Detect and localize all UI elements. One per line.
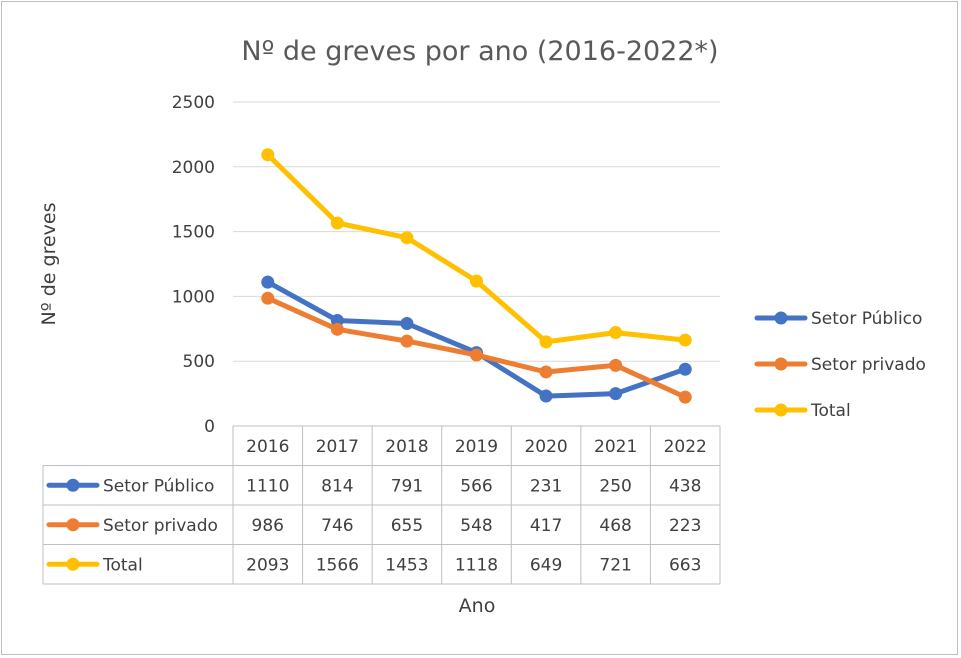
table-key-marker-1: [66, 518, 80, 532]
x-tick-label-2021: 2021: [594, 437, 637, 457]
table-value-2-6: 663: [669, 555, 701, 575]
x-tick-label-2020: 2020: [524, 437, 567, 457]
table-value-0-4: 231: [530, 476, 562, 496]
point-2-0: [261, 148, 275, 162]
x-axis-title: Ano: [459, 595, 496, 617]
legend-label-2: Total: [810, 401, 851, 421]
table-key-marker-0: [66, 478, 80, 492]
y-tick-label-4: 2000: [172, 158, 215, 178]
point-0-6: [678, 362, 692, 376]
legend: Setor Público Setor privado Total: [754, 309, 926, 421]
legend-label-0: Setor Público: [811, 309, 922, 329]
table-value-1-5: 468: [599, 516, 631, 536]
chart-title: Nº de greves por ano (2016-2022*): [241, 36, 718, 67]
table-series-name-1: Setor privado: [103, 516, 218, 536]
legend-marker-1: [774, 357, 788, 371]
y-tick-label-1: 500: [183, 352, 215, 372]
table-value-0-2: 791: [391, 476, 423, 496]
legend-label-1: Setor privado: [811, 355, 926, 375]
point-1-5: [609, 358, 623, 372]
table-value-1-3: 548: [460, 516, 492, 536]
table-value-2-2: 1453: [385, 555, 428, 575]
data-table: 2016 2017 2018 2019 2020 2021 2022 Setor Públic…: [42, 425, 721, 585]
table-series-name-2: Total: [102, 555, 143, 575]
table-value-1-2: 655: [391, 516, 423, 536]
table-value-1-0: 986: [252, 516, 284, 536]
point-2-6: [678, 333, 692, 347]
series-lines: [261, 148, 692, 404]
y-axis-title: Nº de greves: [38, 203, 60, 326]
table-value-2-0: 2093: [246, 555, 289, 575]
series-line-0: [265, 279, 688, 399]
legend-marker-0: [774, 311, 788, 325]
point-0-0: [261, 275, 275, 289]
table-value-2-4: 649: [530, 555, 562, 575]
table-value-0-5: 250: [599, 476, 631, 496]
table-value-0-6: 438: [669, 476, 701, 496]
legend-marker-2: [774, 403, 788, 417]
x-tick-label-2018: 2018: [385, 437, 428, 457]
table-key-marker-2: [66, 557, 80, 571]
point-1-2: [400, 334, 414, 348]
y-tick-label-0: 0: [204, 417, 215, 437]
table-value-0-3: 566: [460, 476, 492, 496]
point-0-4: [539, 389, 553, 403]
y-axis-ticks: 0 500 1000 1500 2000 2500: [172, 93, 215, 437]
point-1-0: [261, 291, 275, 305]
point-2-4: [539, 335, 553, 349]
x-tick-label-2017: 2017: [316, 437, 359, 457]
y-tick-label-3: 1500: [172, 223, 215, 243]
gridlines: [233, 101, 720, 362]
point-2-2: [400, 231, 414, 245]
table-value-2-3: 1118: [455, 555, 498, 575]
point-0-5: [609, 387, 623, 401]
point-2-5: [609, 326, 623, 340]
table-value-0-1: 814: [321, 476, 353, 496]
point-1-6: [678, 390, 692, 404]
table-value-1-1: 746: [321, 516, 353, 536]
y-tick-label-5: 2500: [172, 93, 215, 113]
table-value-1-4: 417: [530, 516, 562, 536]
table-value-2-5: 721: [599, 555, 631, 575]
point-2-3: [470, 274, 483, 288]
table-series-name-0: Setor Público: [103, 476, 214, 496]
x-tick-label-2016: 2016: [246, 437, 289, 457]
table-value-0-0: 1110: [246, 476, 289, 496]
point-1-4: [539, 365, 553, 379]
x-tick-label-2022: 2022: [664, 437, 707, 457]
x-tick-label-2019: 2019: [455, 437, 498, 457]
point-1-3: [470, 348, 483, 362]
point-0-2: [400, 316, 414, 330]
point-2-1: [330, 216, 344, 230]
table-value-2-1: 1566: [316, 555, 359, 575]
table-value-1-6: 223: [669, 516, 701, 536]
y-tick-label-2: 1000: [172, 287, 215, 307]
point-1-1: [330, 322, 344, 336]
